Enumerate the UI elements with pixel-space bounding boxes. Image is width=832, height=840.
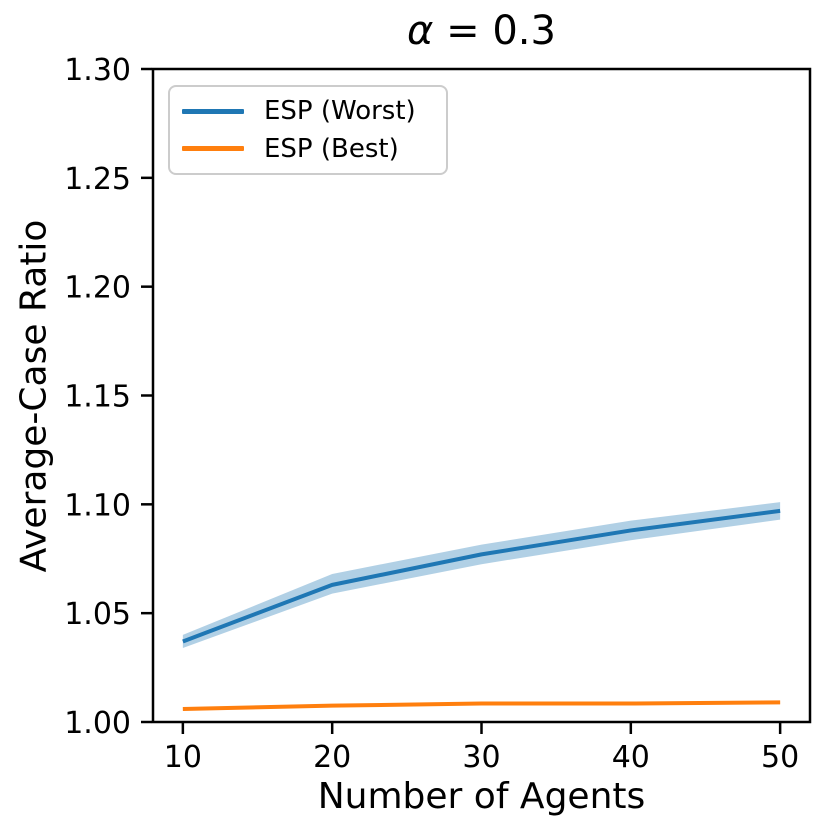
x-tick-label: 30 bbox=[462, 740, 500, 775]
esp-worst-band bbox=[182, 502, 781, 648]
esp-best-line-swatch bbox=[182, 146, 244, 152]
chart-title: α = 0.3 bbox=[153, 8, 810, 54]
y-tick-label: 1.05 bbox=[64, 597, 131, 632]
title-alpha-symbol: α bbox=[407, 8, 434, 54]
esp-worst-line bbox=[182, 508, 781, 644]
y-tick-label: 1.10 bbox=[64, 488, 131, 523]
y-tick-label: 1.00 bbox=[64, 706, 131, 741]
title-value: = 0.3 bbox=[433, 8, 556, 54]
esp-worst-line-swatch bbox=[182, 108, 244, 114]
x-tick-label: 40 bbox=[612, 740, 650, 775]
y-tick-label: 1.15 bbox=[64, 380, 131, 415]
y-axis-label: Average-Case Ratio bbox=[13, 219, 55, 573]
x-axis-label: Number of Agents bbox=[317, 776, 646, 817]
x-tick-label: 20 bbox=[313, 740, 351, 775]
x-tick-label: 50 bbox=[761, 740, 799, 775]
x-tick-label: 10 bbox=[164, 740, 202, 775]
legend-label-esp-best: ESP (Best) bbox=[264, 133, 399, 164]
legend-label-esp-worst: ESP (Worst) bbox=[264, 96, 416, 127]
axes-spines bbox=[151, 67, 812, 724]
esp-best-line bbox=[182, 700, 781, 711]
y-tick-label: 1.20 bbox=[64, 271, 131, 306]
legend: ESP (Worst) ESP (Best) bbox=[168, 85, 448, 175]
y-tick-label: 1.30 bbox=[64, 53, 131, 88]
y-tick-label: 1.25 bbox=[64, 162, 131, 197]
legend-item-esp-best: ESP (Best) bbox=[182, 134, 434, 164]
legend-item-esp-worst: ESP (Worst) bbox=[182, 96, 434, 126]
